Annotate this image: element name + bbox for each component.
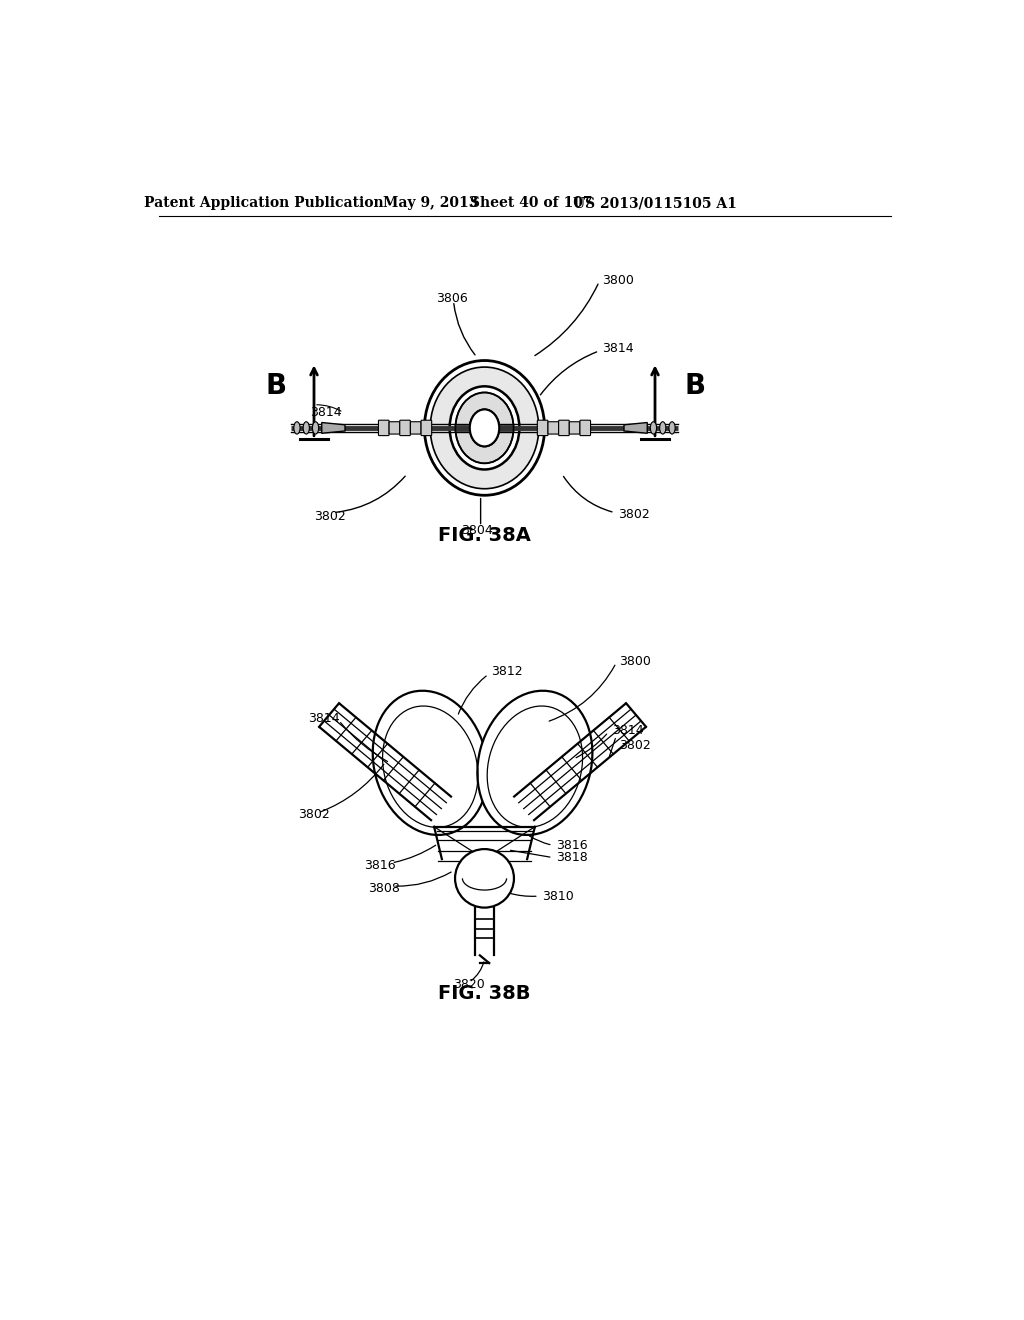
FancyBboxPatch shape: [389, 422, 399, 434]
Text: 3802: 3802: [314, 510, 346, 523]
Ellipse shape: [470, 409, 500, 446]
Ellipse shape: [456, 392, 514, 463]
Text: Patent Application Publication: Patent Application Publication: [143, 197, 383, 210]
FancyBboxPatch shape: [538, 420, 548, 436]
Text: 3800: 3800: [602, 273, 634, 286]
FancyBboxPatch shape: [580, 420, 591, 436]
Text: 3806: 3806: [436, 292, 468, 305]
FancyBboxPatch shape: [379, 420, 389, 436]
FancyBboxPatch shape: [569, 422, 580, 434]
Text: 3802: 3802: [617, 508, 649, 521]
Text: FIG. 38A: FIG. 38A: [438, 527, 530, 545]
Text: Sheet 40 of 107: Sheet 40 of 107: [470, 197, 592, 210]
Text: 3802: 3802: [620, 739, 651, 751]
Ellipse shape: [470, 409, 500, 446]
Text: 3816: 3816: [365, 859, 396, 871]
Ellipse shape: [430, 367, 539, 488]
Text: 3820: 3820: [454, 978, 485, 991]
Text: 3800: 3800: [620, 655, 651, 668]
Text: 3812: 3812: [490, 665, 522, 678]
Ellipse shape: [455, 849, 514, 908]
Text: 3804: 3804: [461, 524, 493, 537]
Text: 3814: 3814: [310, 407, 342, 418]
Ellipse shape: [373, 690, 487, 836]
Ellipse shape: [659, 422, 666, 434]
Text: 3814: 3814: [308, 711, 339, 725]
Text: 3814: 3814: [611, 723, 643, 737]
Text: May 9, 2013: May 9, 2013: [383, 197, 478, 210]
Polygon shape: [322, 422, 345, 433]
Ellipse shape: [303, 422, 309, 434]
Text: 3816: 3816: [556, 838, 588, 851]
FancyBboxPatch shape: [559, 420, 569, 436]
Text: US 2013/0115105 A1: US 2013/0115105 A1: [573, 197, 737, 210]
Ellipse shape: [312, 422, 318, 434]
FancyBboxPatch shape: [399, 420, 411, 436]
Ellipse shape: [669, 422, 675, 434]
Text: 3818: 3818: [556, 851, 588, 865]
Text: 3808: 3808: [369, 882, 400, 895]
Text: 3814: 3814: [602, 342, 634, 355]
FancyBboxPatch shape: [421, 420, 432, 436]
Ellipse shape: [450, 387, 519, 470]
Polygon shape: [624, 422, 647, 433]
Text: 3802: 3802: [299, 808, 331, 821]
FancyBboxPatch shape: [411, 422, 421, 434]
Text: B: B: [684, 371, 706, 400]
Text: B: B: [266, 371, 287, 400]
Bar: [455, 424, 514, 432]
Text: FIG. 38B: FIG. 38B: [438, 985, 530, 1003]
Ellipse shape: [294, 422, 300, 434]
Text: 3810: 3810: [542, 890, 573, 903]
FancyBboxPatch shape: [548, 422, 558, 434]
Ellipse shape: [477, 690, 593, 836]
Ellipse shape: [650, 422, 656, 434]
